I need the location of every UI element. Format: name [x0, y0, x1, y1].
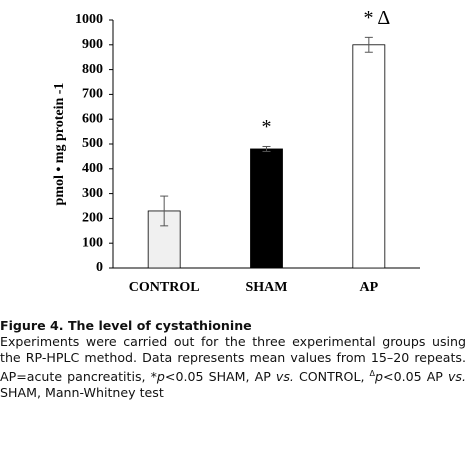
caption-text: p — [156, 369, 165, 385]
error-bar — [160, 195, 169, 227]
y-tick-label: 900 — [82, 37, 103, 52]
caption-text: SHAM, Mann-Whitney test — [0, 385, 164, 401]
caption-text: <0.05 SHAM, AP — [164, 369, 276, 385]
caption-text: vs. — [447, 369, 466, 385]
y-tick-label: 100 — [82, 235, 103, 250]
y-tick-label: 0 — [96, 260, 103, 275]
caption-text: <0.05 AP — [383, 369, 448, 385]
x-tick-label: AP — [359, 280, 378, 295]
caption-text: CONTROL, — [293, 369, 370, 385]
annotation: * Δ — [363, 7, 390, 29]
y-tick-label: 1000 — [75, 12, 103, 27]
error-bar — [364, 36, 373, 53]
annotation: * — [262, 116, 272, 138]
y-tick-label: 700 — [82, 87, 103, 102]
y-tick-label: 500 — [82, 136, 103, 151]
y-tick-label: 300 — [82, 186, 103, 201]
x-tick-label: CONTROL — [129, 280, 200, 295]
caption-text: Δ — [369, 369, 376, 378]
y-tick-label: 400 — [82, 161, 103, 176]
caption-text: p — [375, 369, 384, 385]
error-bar — [262, 145, 271, 152]
chart: pmol • mg protein -1 0 100 200 300 400 500 600… — [52, 7, 420, 295]
caption-text: Experiments were carried out for the thr… — [0, 334, 466, 385]
caption-text: vs. — [275, 369, 294, 385]
y-tick-label: 800 — [82, 62, 103, 77]
bar — [147, 210, 181, 269]
caption-body: Experiments were carried out for the thr… — [0, 334, 466, 401]
bar — [250, 148, 283, 269]
caption: Figure 4. The level of cystathionine Exp… — [0, 318, 466, 401]
y-tick-label: 600 — [82, 111, 103, 126]
y-tick-label: 200 — [82, 211, 103, 226]
x-tick-label: SHAM — [246, 280, 288, 295]
caption-title: Figure 4. The level of cystathionine — [0, 318, 252, 333]
bar — [352, 44, 386, 269]
y-axis-label: pmol • mg protein -1 — [52, 83, 67, 206]
